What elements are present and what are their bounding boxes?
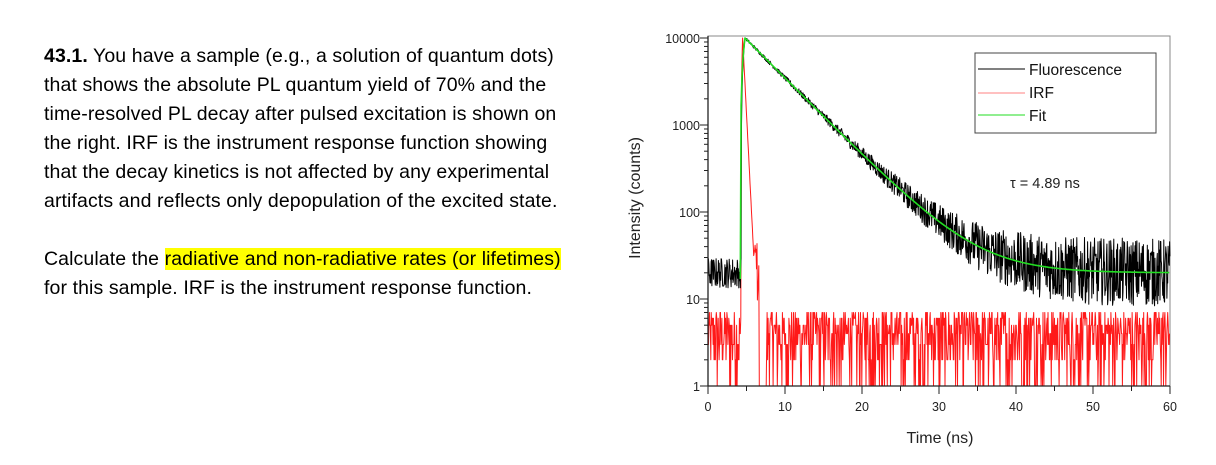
x-tick-label: 30	[932, 400, 946, 414]
y-ticks	[700, 37, 708, 387]
legend: Fluorescence IRF Fit	[974, 52, 1157, 134]
x-tick-label: 20	[855, 400, 869, 414]
x-axis-label: Time (ns)	[907, 430, 974, 447]
y-tick-label: 100	[679, 206, 700, 220]
x-tick-label: 0	[705, 400, 712, 414]
question-paragraph-2: Calculate the radiative and non-radiativ…	[44, 245, 564, 303]
question-paragraph-1: 43.1. You have a sample (e.g., a solutio…	[44, 42, 564, 216]
highlighted-task: radiative and non-radiative rates (or li…	[164, 248, 561, 270]
x-tick-label: 60	[1163, 400, 1177, 414]
x-tick-label: 50	[1086, 400, 1100, 414]
y-tick-label: 1000	[672, 119, 700, 133]
task-suffix: for this sample. IRF is the instrument r…	[44, 277, 532, 299]
series-layer	[707, 37, 1171, 387]
y-tick-label: 1	[693, 380, 700, 394]
fluorescence-series	[707, 37, 1171, 307]
task-prefix: Calculate the	[44, 248, 165, 270]
x-ticks	[707, 386, 1171, 394]
x-tick-label: 40	[1009, 400, 1023, 414]
question-text: 43.1. You have a sample (e.g., a solutio…	[44, 42, 564, 303]
y-tick-label: 10000	[665, 32, 700, 46]
legend-fit: Fit	[1029, 108, 1047, 125]
y-axis-label: Intensity (counts)	[627, 137, 644, 259]
fit-series	[739, 37, 1170, 280]
y-tick-label: 10	[686, 293, 700, 307]
question-number: 43.1.	[44, 45, 88, 67]
legend-fluorescence: Fluorescence	[1029, 62, 1122, 79]
lifetime-annotation: τ = 4.89 ns	[1010, 176, 1080, 192]
legend-irf: IRF	[1029, 85, 1054, 102]
x-tick-label: 10	[778, 400, 792, 414]
question-body: You have a sample (e.g., a solution of q…	[44, 45, 558, 212]
irf-series	[707, 37, 1170, 387]
